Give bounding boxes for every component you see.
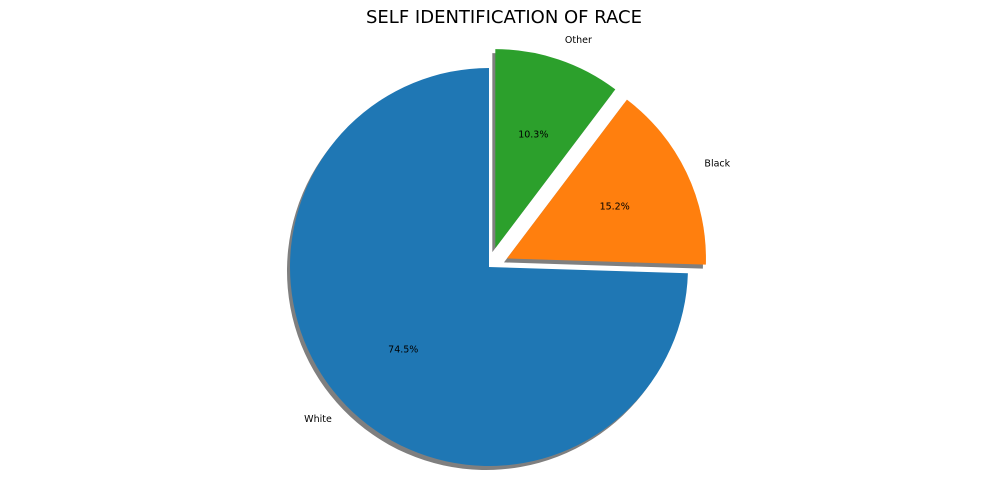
pie-slice-black xyxy=(506,99,706,265)
slice-label-other: Other xyxy=(565,35,592,46)
pie-slice-other xyxy=(495,49,616,249)
slice-percent-white: 74.5% xyxy=(388,345,418,356)
slice-percent-black: 15.2% xyxy=(600,201,630,212)
pie-slice-white xyxy=(289,68,688,466)
slice-label-white: White xyxy=(304,414,332,425)
chart-title: SELF IDENTIFICATION OF RACE xyxy=(366,7,642,28)
slice-percent-other: 10.3% xyxy=(518,129,548,140)
slice-label-black: Black xyxy=(704,158,730,169)
